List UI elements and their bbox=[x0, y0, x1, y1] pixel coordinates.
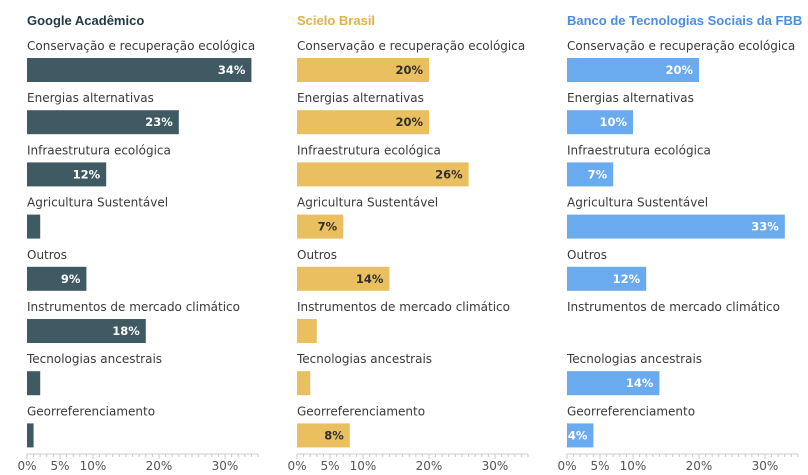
bar bbox=[567, 58, 699, 82]
bar-value-label: 7% bbox=[318, 220, 338, 234]
x-tick-label: 5% bbox=[50, 459, 69, 473]
bar bbox=[567, 110, 633, 135]
x-tick-label: 5% bbox=[320, 459, 339, 473]
bar bbox=[27, 319, 146, 343]
category-label: Conservação e recuperação ecológica bbox=[27, 39, 255, 53]
category-label: Tecnologias ancestrais bbox=[296, 352, 432, 366]
category-label: Tecnologias ancestrais bbox=[566, 352, 702, 366]
x-tick-label: 0% bbox=[287, 459, 306, 473]
bar bbox=[297, 162, 469, 187]
bar bbox=[297, 371, 311, 396]
bar-value-label: 8% bbox=[324, 428, 344, 442]
bar bbox=[27, 162, 107, 187]
category-label: Infraestrutura ecológica bbox=[297, 143, 441, 157]
category-label: Outros bbox=[297, 248, 337, 262]
x-tick-label: 0% bbox=[557, 459, 576, 473]
bar bbox=[567, 214, 785, 239]
bar bbox=[567, 162, 614, 187]
x-tick-label: 20% bbox=[416, 459, 443, 473]
x-tick-label: 10% bbox=[350, 459, 377, 473]
category-label: Tecnologias ancestrais bbox=[26, 352, 162, 366]
bar-value-label: 20% bbox=[395, 115, 423, 129]
x-tick-label: 10% bbox=[80, 459, 107, 473]
bar bbox=[567, 266, 647, 291]
panel-title: Google Acadêmico bbox=[27, 13, 144, 28]
bar bbox=[297, 319, 317, 343]
bar-value-label: 23% bbox=[145, 115, 173, 129]
x-tick-label: 30% bbox=[482, 459, 509, 473]
bar bbox=[27, 423, 34, 448]
x-tick-label: 10% bbox=[620, 459, 647, 473]
bar-value-label: 12% bbox=[613, 272, 641, 286]
category-label: Georreferenciamento bbox=[567, 404, 695, 418]
bar-value-label: 4% bbox=[568, 428, 588, 442]
bar bbox=[27, 214, 41, 239]
bar-value-label: 34% bbox=[218, 63, 246, 77]
category-label: Georreferenciamento bbox=[27, 404, 155, 418]
bar bbox=[297, 58, 429, 82]
category-label: Instrumentos de mercado climático bbox=[297, 300, 510, 314]
category-label: Agricultura Sustentável bbox=[567, 196, 708, 210]
bar-value-label: 18% bbox=[112, 324, 140, 338]
category-label: Instrumentos de mercado climático bbox=[567, 300, 780, 314]
category-label: Energias alternativas bbox=[27, 91, 154, 105]
bar-value-label: 9% bbox=[61, 272, 81, 286]
bar-value-label: 12% bbox=[73, 167, 101, 181]
panel-title: Scielo Brasil bbox=[297, 13, 375, 28]
bar bbox=[567, 371, 660, 396]
category-label: Agricultura Sustentável bbox=[27, 196, 168, 210]
bar bbox=[27, 58, 252, 82]
category-label: Instrumentos de mercado climático bbox=[27, 300, 240, 314]
bar bbox=[27, 371, 41, 396]
bar-value-label: 7% bbox=[588, 167, 608, 181]
bar-value-label: 20% bbox=[665, 63, 693, 77]
bar-value-label: 20% bbox=[395, 63, 423, 77]
bar-value-label: 33% bbox=[751, 220, 779, 234]
category-label: Outros bbox=[567, 248, 607, 262]
category-label: Outros bbox=[27, 248, 67, 262]
bar bbox=[297, 110, 429, 135]
category-label: Georreferenciamento bbox=[297, 404, 425, 418]
chart-panel-2: Scielo Brasil Conservação e recuperação e… bbox=[287, 13, 529, 473]
x-tick-label: 30% bbox=[212, 459, 239, 473]
bar bbox=[297, 423, 350, 448]
category-label: Infraestrutura ecológica bbox=[567, 143, 711, 157]
bar-value-label: 14% bbox=[356, 272, 384, 286]
category-label: Conservação e recuperação ecológica bbox=[297, 39, 525, 53]
x-tick-label: 20% bbox=[146, 459, 173, 473]
x-tick-label: 20% bbox=[686, 459, 713, 473]
bar bbox=[27, 110, 179, 135]
x-tick-label: 0% bbox=[17, 459, 36, 473]
x-tick-label: 30% bbox=[752, 459, 779, 473]
category-label: Energias alternativas bbox=[297, 91, 424, 105]
category-label: Energias alternativas bbox=[567, 91, 694, 105]
bar bbox=[297, 214, 344, 239]
bar-value-label: 14% bbox=[626, 376, 654, 390]
category-label: Conservação e recuperação ecológica bbox=[567, 39, 795, 53]
bar bbox=[567, 423, 594, 448]
panel-title: Banco de Tecnologias Sociais da FBB bbox=[567, 13, 802, 28]
bar bbox=[297, 266, 390, 291]
chart-panel-3: Banco de Tecnologias Sociais da FBB Conse… bbox=[557, 13, 802, 473]
bar bbox=[27, 266, 87, 291]
bar-value-label: 26% bbox=[435, 167, 463, 181]
bar-value-label: 10% bbox=[599, 115, 627, 129]
category-label: Agricultura Sustentável bbox=[297, 196, 438, 210]
category-label: Infraestrutura ecológica bbox=[27, 143, 171, 157]
chart-panel-1: Google Acadêmico Conservação e recuperaçã… bbox=[17, 13, 259, 473]
x-tick-label: 5% bbox=[590, 459, 609, 473]
